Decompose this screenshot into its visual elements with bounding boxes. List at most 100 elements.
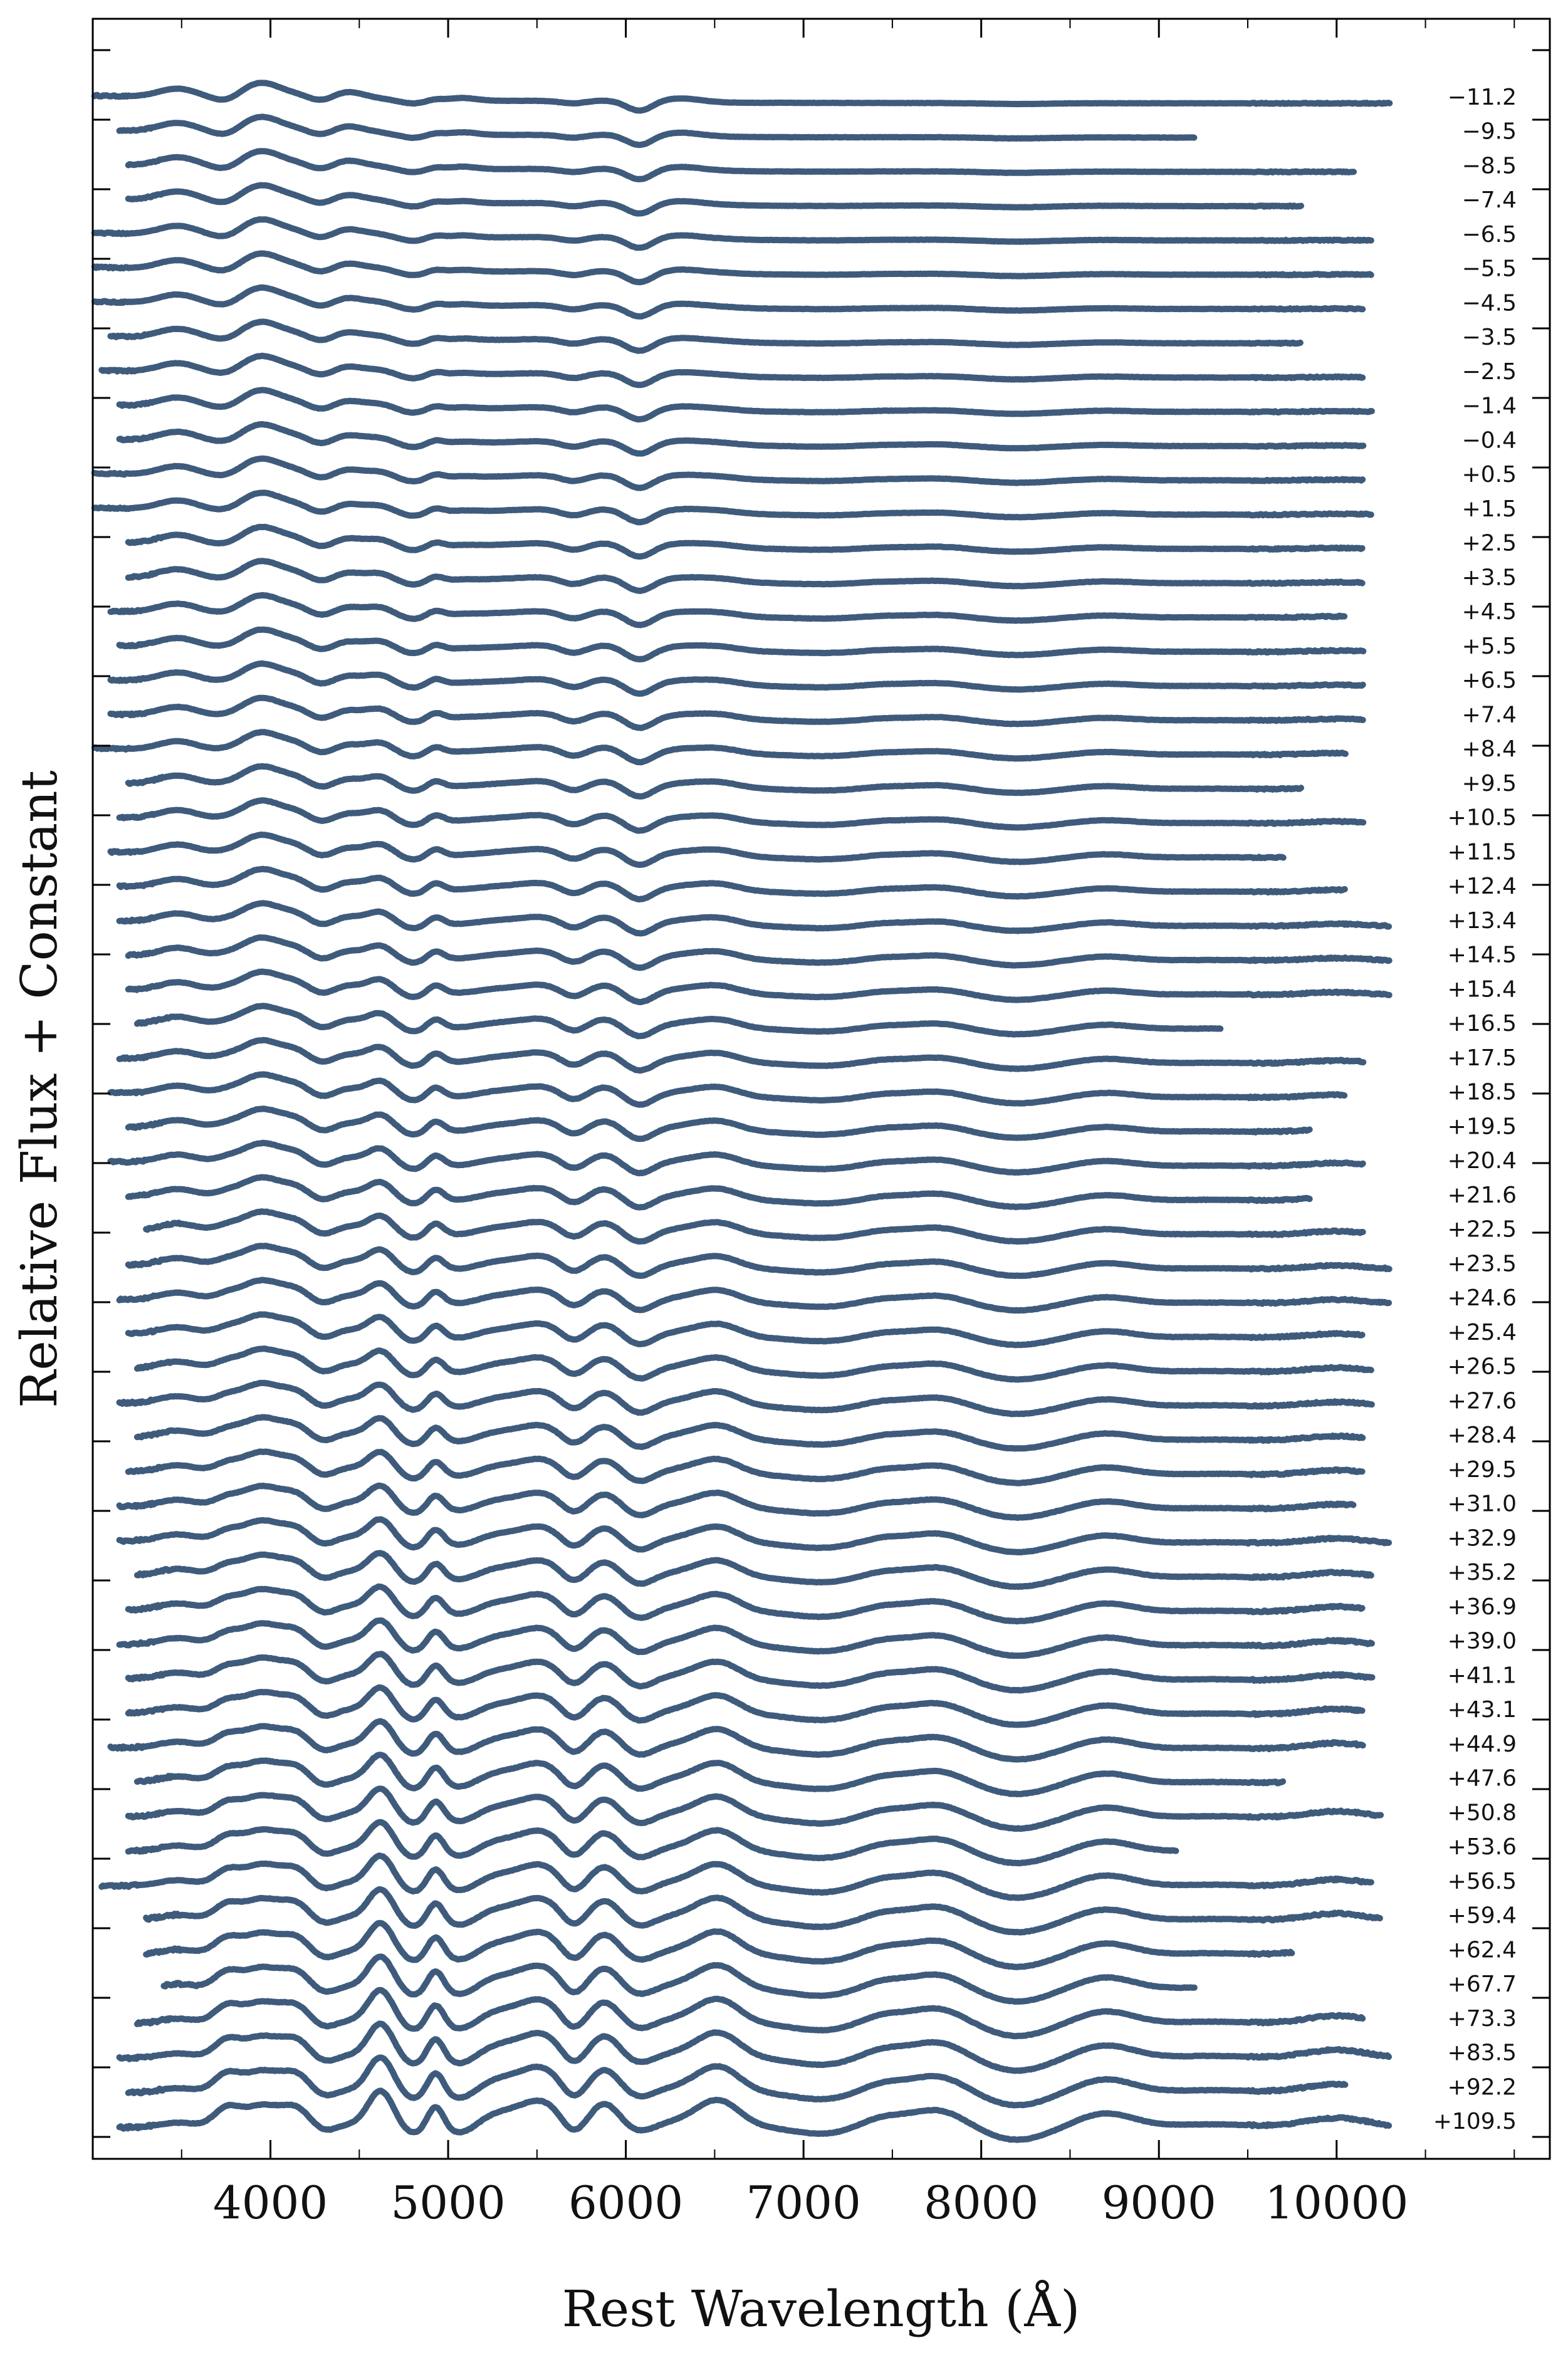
phase-label: +18.5 <box>1448 1080 1517 1105</box>
spectra-layer <box>91 80 1393 2143</box>
phase-label: −7.4 <box>1462 187 1517 213</box>
phase-label: +32.9 <box>1448 1525 1517 1551</box>
spectrum-line <box>107 1071 1348 1108</box>
spectrum-line <box>143 1208 1366 1245</box>
x-tick-label: 9000 <box>1102 2176 1216 2229</box>
spectrum-line <box>125 558 1366 594</box>
spectrum-line <box>116 113 1198 149</box>
spectrum-line <box>116 421 1367 457</box>
spectrum-line <box>133 1414 1366 1452</box>
phase-label: +16.5 <box>1448 1011 1517 1036</box>
spectrum-line <box>125 523 1366 560</box>
phase-label: +0.5 <box>1462 462 1517 488</box>
phase-label: +92.2 <box>1448 2074 1517 2100</box>
x-tick-label: 6000 <box>568 2176 683 2229</box>
spectrum-line <box>133 1550 1374 1590</box>
spectrum-line <box>91 250 1374 286</box>
spectrum-line <box>116 1277 1393 1314</box>
spectrum-line <box>116 797 1367 834</box>
x-tick-label: 5000 <box>390 2176 505 2229</box>
phase-label: +26.5 <box>1448 1354 1517 1380</box>
phase-label: −11.2 <box>1448 85 1517 110</box>
spectrum-line <box>116 626 1367 663</box>
spectrum-line <box>125 934 1393 971</box>
plot-frame <box>91 18 1551 2160</box>
spectrum-line <box>125 1583 1366 1625</box>
spectrum-line <box>133 1987 1366 2040</box>
phase-label: +59.4 <box>1448 1903 1517 1929</box>
phase-label: +22.5 <box>1448 1217 1517 1243</box>
spectrum-line <box>91 729 1349 766</box>
spectrum-line <box>125 1785 1384 1832</box>
phase-label: +5.5 <box>1462 634 1517 659</box>
spectrum-line <box>91 216 1374 251</box>
phase-label: −9.5 <box>1462 119 1517 145</box>
phase-label: +62.4 <box>1448 1937 1517 1963</box>
phase-label: +12.4 <box>1448 874 1517 899</box>
spectrum-line <box>107 318 1304 354</box>
phase-label: +41.1 <box>1448 1663 1517 1688</box>
spectrum-line <box>143 1886 1383 1936</box>
phase-label: −2.5 <box>1462 359 1517 385</box>
phase-label: +50.8 <box>1448 1800 1517 1825</box>
phase-label: +8.4 <box>1462 736 1517 762</box>
spectrum-line <box>91 80 1393 114</box>
spectrum-line <box>133 1003 1224 1040</box>
spectrum-line <box>107 1718 1366 1763</box>
spectrum-line <box>116 387 1375 423</box>
spectrum-line <box>125 2054 1349 2109</box>
spectrum-line <box>143 1919 1295 1970</box>
phase-label: +25.4 <box>1448 1320 1517 1345</box>
spectrum-line <box>133 1345 1374 1383</box>
phase-label: +28.4 <box>1448 1423 1517 1448</box>
phase-label: +4.5 <box>1462 599 1517 625</box>
phase-label: +23.5 <box>1448 1251 1517 1277</box>
spectrum-line <box>125 1243 1393 1279</box>
phase-label: +2.5 <box>1462 531 1517 556</box>
spectrum-line <box>98 352 1366 389</box>
phase-label: +20.4 <box>1448 1148 1517 1174</box>
spectrum-line <box>98 1852 1374 1901</box>
phase-label: +67.7 <box>1448 1971 1517 1997</box>
spectrum-line <box>116 1617 1375 1659</box>
phase-label: +109.5 <box>1433 2109 1517 2134</box>
spectrum-line <box>133 1752 1287 1797</box>
spectrum-line <box>91 455 1366 491</box>
x-tick-label: 8000 <box>924 2176 1038 2229</box>
phase-label: +21.6 <box>1448 1183 1517 1208</box>
spectrum-line <box>125 1174 1313 1211</box>
spectrum-line <box>116 1036 1367 1074</box>
phase-label: +27.6 <box>1448 1388 1517 1414</box>
phase-label: −5.5 <box>1462 256 1517 282</box>
spectrum-line <box>125 968 1393 1005</box>
spectrum-line <box>116 900 1393 937</box>
phase-label: −3.5 <box>1462 325 1517 350</box>
phase-label: −1.4 <box>1462 394 1517 419</box>
phase-label: +35.2 <box>1448 1560 1517 1585</box>
spectrum-line <box>125 1105 1313 1142</box>
spectrum-line <box>116 865 1348 903</box>
spectrum-line <box>91 284 1366 320</box>
phase-label: −8.5 <box>1462 154 1517 179</box>
spectrum-line <box>125 1448 1366 1486</box>
x-axis-label: Rest Wavelength (Å) <box>562 2279 1080 2338</box>
phase-label: +1.5 <box>1462 496 1517 522</box>
spectrum-line <box>116 2087 1393 2143</box>
phase-label: +10.5 <box>1448 805 1517 831</box>
spectrum-line <box>125 1684 1366 1728</box>
phase-label: +9.5 <box>1462 771 1517 796</box>
spectrum-line <box>160 1953 1198 2005</box>
spectrum-line <box>125 763 1304 800</box>
spectrum-line <box>125 1819 1179 1867</box>
phase-label: +39.0 <box>1448 1629 1517 1654</box>
phase-label: +29.5 <box>1448 1457 1517 1483</box>
spectrum-line <box>107 592 1348 629</box>
phase-label: −0.4 <box>1462 428 1517 454</box>
phase-label: +7.4 <box>1462 702 1517 728</box>
phase-label: +3.5 <box>1462 565 1517 590</box>
spectrum-line <box>116 1379 1375 1418</box>
phase-label: +36.9 <box>1448 1594 1517 1620</box>
phase-label: +31.0 <box>1448 1491 1517 1517</box>
spectrum-line <box>116 1516 1393 1556</box>
